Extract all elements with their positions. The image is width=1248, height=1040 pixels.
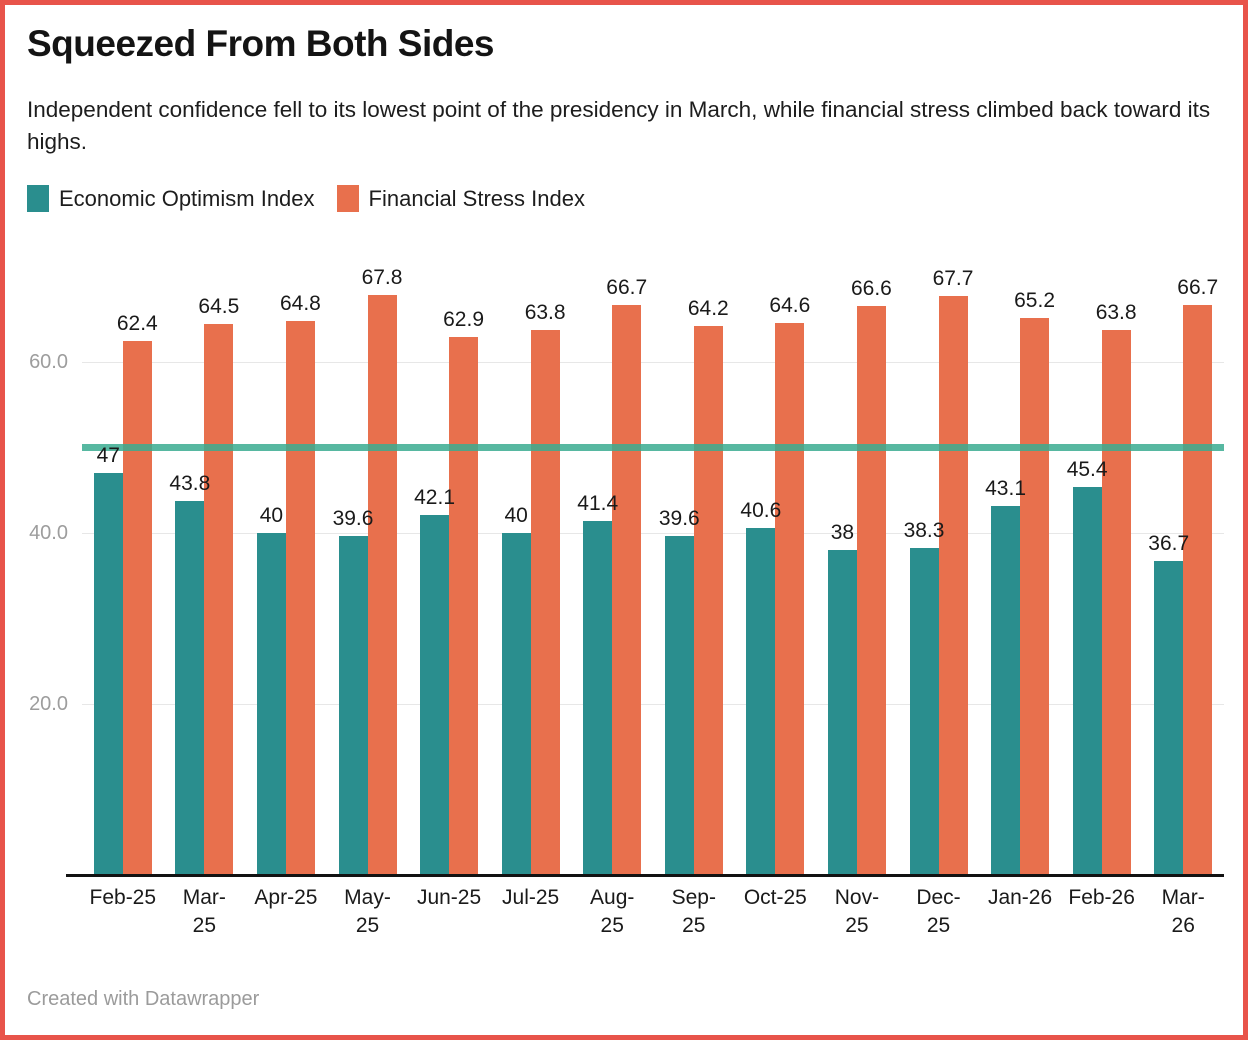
credit-line: Created with Datawrapper [27,988,260,1010]
bar-value-label: 41.4 [577,492,619,516]
bar-financial-stress [612,304,642,875]
bar-economic-optimism [746,527,776,875]
bar-value-label: 64.8 [279,291,321,315]
bar-financial-stress [1020,317,1050,875]
bar-value-label: 43.1 [985,477,1026,501]
bar-economic-optimism [827,550,857,875]
bar-value-label: 45.4 [1066,457,1108,481]
chart-title: Squeezed From Both Sides [27,23,495,64]
bar-economic-optimism [338,536,368,875]
bar-value-label: 64.5 [198,294,240,318]
bar-financial-stress [204,323,234,875]
bar-economic-optimism [1072,486,1102,875]
bar-value-label: 43.8 [169,471,211,495]
legend-item-financial-stress: Financial Stress Index [336,185,585,212]
bar-value-label: 40 [504,504,528,527]
bar-economic-optimism [175,500,205,875]
bar-economic-optimism [93,473,123,875]
y-axis-tick-label: 20.0 [29,693,68,715]
bar-financial-stress [775,322,805,875]
x-axis-tick-label: Aug- 25 [590,886,635,937]
x-axis-tick-label: Feb-26 [1068,886,1135,909]
x-axis-tick-label: Sep- 25 [671,886,716,937]
x-axis-tick-label: Oct-25 [743,886,807,909]
bar-financial-stress [367,295,397,875]
x-axis-tick-label: Dec- 25 [916,886,961,937]
bar-financial-stress [856,305,886,875]
bar-value-label: 62.4 [116,312,158,336]
bar-value-label: 38.3 [903,518,945,542]
bar-value-label: 38 [830,521,855,545]
bar-financial-stress [938,296,968,875]
bar-value-label: 63.8 [1095,300,1137,324]
bar-value-label: 65.2 [1014,288,1055,312]
bar-economic-optimism [501,533,531,875]
legend-swatch-stress-icon [336,185,359,212]
x-axis-tick-label: Mar- 26 [1161,886,1205,937]
y-axis-tick-label: 60.0 [29,351,68,373]
bar-economic-optimism [256,533,286,875]
bar-economic-optimism [664,536,694,875]
gridline [82,704,1224,705]
x-axis-tick-label: Jun-25 [416,886,482,909]
bar-economic-optimism [420,515,450,875]
x-axis-tick-label: Apr-25 [254,886,318,909]
bar-financial-stress [1101,329,1131,875]
x-axis-tick-label: Nov- 25 [834,886,880,937]
bar-economic-optimism [583,521,613,875]
bar-value-label: 66.7 [1177,275,1219,299]
legend-label-optimism: Economic Optimism Index [59,185,315,211]
x-axis-tick-label: Mar- 25 [182,886,226,937]
bar-financial-stress [693,326,723,875]
bar-economic-optimism [909,547,939,875]
bar-value-label: 36.7 [1148,532,1190,556]
bar-value-label: 67.7 [932,267,974,291]
bar-economic-optimism [1154,561,1184,875]
legend: Economic Optimism Index Financial Stress… [27,185,585,212]
bar-financial-stress [285,320,315,875]
gridline [82,362,1224,363]
bar-financial-stress [530,329,560,875]
x-axis-tick-label: Jan-26 [987,886,1053,909]
legend-label-stress: Financial Stress Index [368,185,585,211]
bar-value-label: 47 [96,444,120,468]
gridline [82,533,1224,534]
bar-value-label: 39.6 [658,507,700,531]
bar-financial-stress [1183,304,1213,875]
x-axis-tick-label: Feb-25 [89,886,157,909]
reference-line-50 [82,444,1224,451]
legend-swatch-optimism-icon [27,185,49,212]
bar-value-label: 66.6 [850,276,892,300]
bar-value-label: 64.6 [769,293,811,317]
bar-value-label: 42.1 [414,486,455,510]
chart-subtitle: Independent confidence fell to its lowes… [27,97,1211,154]
y-axis-tick-label: 40.0 [29,522,68,544]
x-axis-tick-label: Jul-25 [502,886,560,909]
bar-value-label: 39.6 [332,507,374,531]
bar-economic-optimism [991,506,1021,875]
x-axis-line [66,874,1224,877]
bar-value-label: 67.8 [361,266,403,290]
bar-financial-stress [122,341,152,875]
x-axis-tick-label: May- 25 [344,886,391,937]
bar-financial-stress [449,337,479,875]
bar-value-label: 40 [259,504,284,527]
legend-item-economic-optimism: Economic Optimism Index [27,185,315,212]
bar-value-label: 64.2 [687,297,729,321]
bar-value-label: 62.9 [443,308,484,332]
bar-value-label: 63.8 [524,300,566,324]
bar-value-label: 40.6 [740,498,782,522]
bar-value-label: 66.7 [606,275,648,299]
